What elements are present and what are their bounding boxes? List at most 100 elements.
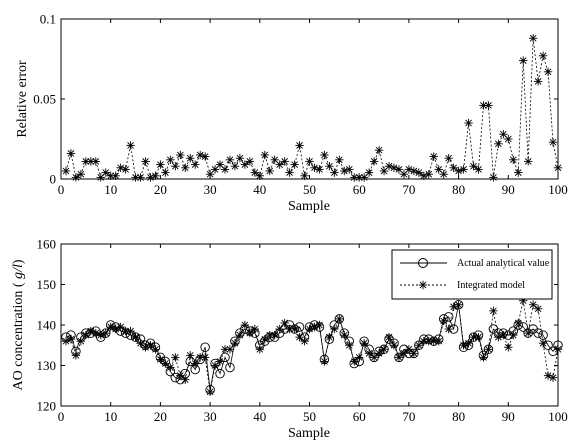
y-tick-label: 0.05 bbox=[33, 92, 56, 107]
data-point-star bbox=[195, 353, 205, 362]
data-point-star bbox=[394, 165, 404, 174]
x-tick-label: 50 bbox=[303, 409, 316, 424]
data-point-star bbox=[71, 351, 81, 360]
legend-label-actual: Actual analytical value bbox=[457, 258, 550, 269]
x-tick-label: 70 bbox=[402, 409, 415, 424]
data-point-star bbox=[270, 330, 279, 340]
data-point-star bbox=[414, 341, 424, 350]
data-point-star bbox=[260, 150, 269, 160]
x-tick-label: 60 bbox=[353, 182, 366, 197]
data-point-star bbox=[141, 157, 150, 166]
data-point-star bbox=[156, 355, 165, 364]
data-point-star bbox=[225, 345, 235, 354]
data-point-star bbox=[514, 318, 523, 328]
data-point-star bbox=[116, 322, 125, 332]
data-point-star bbox=[181, 375, 190, 384]
data-point-star bbox=[131, 332, 140, 342]
data-point-star bbox=[161, 168, 170, 177]
data-point-star bbox=[66, 149, 76, 158]
data-point-star bbox=[523, 328, 533, 338]
data-point-star bbox=[235, 330, 245, 340]
x-tick-label: 20 bbox=[154, 182, 167, 197]
data-point-star bbox=[166, 363, 175, 372]
ao-concentration-chart: 0 10 20 30 40 50 60 70 80 90 100 120 130 140 150 160 Sa… bbox=[11, 237, 568, 442]
x-tick-label: 70 bbox=[402, 182, 415, 197]
data-point-star bbox=[528, 34, 538, 43]
x-tick-label: 90 bbox=[502, 409, 515, 424]
relative-error-chart: 0 10 20 30 40 50 60 70 80 90 100 0 0.05 0.1 Sample Re… bbox=[15, 12, 568, 215]
data-point-star bbox=[369, 157, 379, 166]
data-point-star bbox=[479, 353, 488, 362]
data-point-star bbox=[355, 353, 364, 362]
data-point-star bbox=[315, 165, 324, 174]
x-tick-label: 0 bbox=[58, 182, 65, 197]
legend-marker-model bbox=[418, 280, 428, 290]
data-point-star bbox=[240, 160, 250, 169]
data-point-star bbox=[464, 339, 473, 348]
data-point-star bbox=[190, 160, 200, 169]
data-point-star bbox=[205, 387, 215, 397]
data-point-star bbox=[260, 334, 269, 344]
data-point-star bbox=[200, 152, 210, 161]
data-point-circle bbox=[225, 362, 235, 373]
y-tick-label: 0.1 bbox=[40, 12, 56, 27]
data-point-star bbox=[543, 67, 553, 76]
data-point-star bbox=[533, 77, 543, 86]
data-point-star bbox=[250, 324, 260, 334]
data-point-star bbox=[424, 170, 433, 179]
data-point-star bbox=[523, 157, 533, 166]
data-point-star bbox=[245, 328, 255, 338]
data-point-star bbox=[484, 101, 493, 110]
x-tick-label: 30 bbox=[204, 182, 217, 197]
data-point-star bbox=[369, 353, 379, 362]
data-point-star bbox=[320, 357, 329, 366]
data-point-circle bbox=[394, 352, 404, 363]
x-tick-label: 90 bbox=[502, 182, 515, 197]
data-point-star bbox=[230, 339, 240, 348]
data-point-star bbox=[444, 324, 453, 334]
data-point-star bbox=[474, 165, 483, 174]
data-point-star bbox=[449, 163, 458, 172]
y-axis-unit: g/l bbox=[11, 264, 26, 279]
y-axis-label: Relative error bbox=[15, 60, 30, 138]
data-point-star bbox=[126, 141, 135, 150]
data-point-star bbox=[419, 171, 429, 180]
data-point-star bbox=[389, 341, 399, 350]
data-point-circle bbox=[518, 322, 528, 332]
x-tick-label: 40 bbox=[253, 182, 266, 197]
data-point-circle bbox=[443, 312, 454, 322]
x-tick-label: 0 bbox=[58, 409, 65, 424]
data-point-star bbox=[374, 146, 384, 155]
data-point-star bbox=[215, 357, 225, 366]
data-point-star bbox=[320, 150, 329, 160]
data-point-star bbox=[335, 314, 344, 324]
data-point-star bbox=[434, 165, 443, 174]
data-point-star bbox=[429, 152, 438, 161]
data-point-star bbox=[280, 318, 289, 328]
data-point-star bbox=[151, 345, 160, 354]
data-point-star bbox=[499, 330, 508, 340]
data-point-star bbox=[245, 157, 255, 166]
plot-area-frame bbox=[60, 18, 559, 180]
data-point-star bbox=[548, 138, 558, 147]
data-point-star bbox=[538, 339, 548, 348]
data-point-star bbox=[489, 306, 498, 316]
data-point-star bbox=[186, 154, 195, 163]
data-point-star bbox=[156, 160, 165, 169]
data-point-star bbox=[111, 171, 120, 180]
data-point-star bbox=[439, 170, 448, 179]
data-point-star bbox=[459, 165, 468, 174]
data-point-star bbox=[345, 341, 354, 350]
data-point-star bbox=[66, 334, 76, 344]
data-point-star bbox=[171, 353, 180, 362]
x-axis-label: Sample bbox=[288, 426, 330, 441]
data-point-star bbox=[176, 371, 185, 380]
y-tick-label: 160 bbox=[37, 237, 57, 252]
data-point-circle bbox=[409, 348, 419, 359]
data-point-star bbox=[76, 170, 86, 179]
y-axis-unit-close: ) bbox=[11, 259, 26, 264]
series-line-0 bbox=[65, 38, 559, 179]
data-point-star bbox=[200, 353, 210, 362]
data-point-star bbox=[340, 330, 349, 340]
data-point-star bbox=[439, 316, 448, 326]
